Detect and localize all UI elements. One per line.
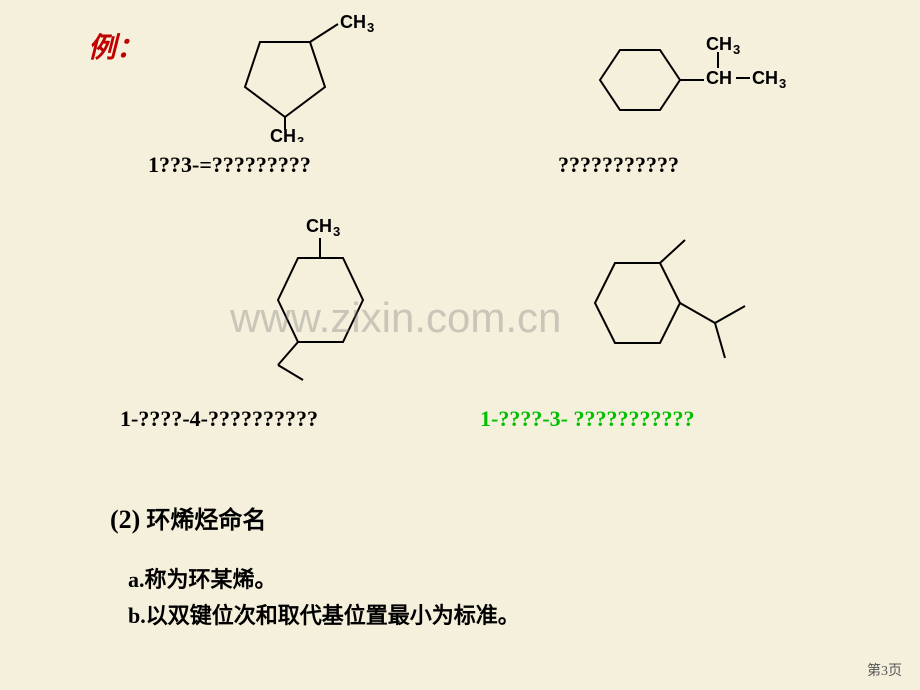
page-number: 第3页 xyxy=(867,660,902,680)
example-label: 例： xyxy=(88,26,144,66)
svg-text:3: 3 xyxy=(779,76,786,91)
section-number: (2) xyxy=(110,505,140,534)
svg-text:CH: CH xyxy=(340,12,366,32)
svg-text:3: 3 xyxy=(367,20,374,35)
caption-4: 1-????-3- ??????????? xyxy=(480,406,694,432)
svg-text:CH: CH xyxy=(752,68,778,88)
molecule-svg-1: CH 3 CH 3 xyxy=(220,12,380,142)
molecule-svg-4 xyxy=(560,218,780,398)
structure-2: CH 3 CH CH 3 xyxy=(570,20,800,145)
svg-text:CH: CH xyxy=(706,68,732,88)
svg-text:CH: CH xyxy=(706,34,732,54)
rule-b: b.以双键位次和取代基位置最小为标准。 xyxy=(128,598,520,630)
rule-a: a.称为环某烯。 xyxy=(128,562,277,594)
caption-2: ??????????? xyxy=(558,152,679,178)
caption-1: 1??3-=????????? xyxy=(148,152,311,178)
svg-text:3: 3 xyxy=(733,42,740,57)
structure-1: CH 3 CH 3 xyxy=(220,12,380,147)
structure-3: CH 3 xyxy=(248,210,408,395)
svg-text:3: 3 xyxy=(333,224,340,239)
structure-4 xyxy=(560,218,780,403)
caption-3: 1-????-4-?????????? xyxy=(120,406,318,432)
svg-text:3: 3 xyxy=(297,134,304,142)
svg-text:CH: CH xyxy=(306,216,332,236)
section-title: (2) 环烯烃命名 xyxy=(110,500,266,535)
svg-text:CH: CH xyxy=(270,126,296,142)
molecule-svg-3: CH 3 xyxy=(248,210,408,390)
molecule-svg-2: CH 3 CH CH 3 xyxy=(570,20,800,140)
section-title-text: 环烯烃命名 xyxy=(146,508,266,534)
